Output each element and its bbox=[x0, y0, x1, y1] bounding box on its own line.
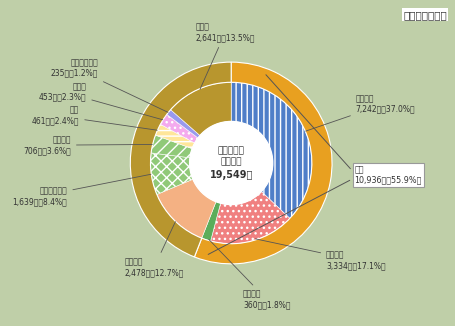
Text: 飲食店
453件（2.3%）: 飲食店 453件（2.3%） bbox=[39, 82, 162, 120]
Wedge shape bbox=[170, 82, 231, 136]
Wedge shape bbox=[155, 124, 194, 149]
Wedge shape bbox=[167, 110, 200, 138]
Wedge shape bbox=[157, 179, 216, 238]
Text: 工場・作業場
1,639件（8.4%）: 工場・作業場 1,639件（8.4%） bbox=[13, 174, 151, 206]
Wedge shape bbox=[151, 135, 192, 158]
Wedge shape bbox=[210, 191, 289, 244]
Wedge shape bbox=[150, 153, 192, 195]
Text: 共同住宅
3,334件（17.1%）: 共同住宅 3,334件（17.1%） bbox=[255, 239, 385, 270]
Text: 倉庫
461件（2.4%）: 倉庫 461件（2.4%） bbox=[32, 106, 157, 130]
Text: 建物火災の: 建物火災の bbox=[217, 147, 244, 156]
Text: 併用住宅
360件（1.8%）: 併用住宅 360件（1.8%） bbox=[208, 239, 290, 309]
Text: 事務所等
706件（3.6%）: 事務所等 706件（3.6%） bbox=[23, 136, 152, 155]
Text: 出火件数: 出火件数 bbox=[220, 157, 242, 166]
Text: 複合用途
2,478件（12.7%）: 複合用途 2,478件（12.7%） bbox=[124, 222, 183, 277]
Wedge shape bbox=[201, 202, 220, 241]
Circle shape bbox=[189, 122, 272, 204]
Wedge shape bbox=[231, 82, 311, 218]
Wedge shape bbox=[160, 114, 197, 143]
Text: 一般住宅
7,242件（37.0%）: 一般住宅 7,242件（37.0%） bbox=[305, 94, 415, 131]
Text: （令和３年中）: （令和３年中） bbox=[402, 10, 446, 20]
Text: 住宅
10,936件（55.9%）: 住宅 10,936件（55.9%） bbox=[354, 165, 421, 185]
Wedge shape bbox=[194, 62, 331, 264]
Wedge shape bbox=[130, 62, 231, 257]
Text: その他
2,641件（13.5%）: その他 2,641件（13.5%） bbox=[195, 23, 254, 89]
Text: 19,549件: 19,549件 bbox=[209, 170, 253, 180]
Text: 物品販売店舗
235件（1.2%）: 物品販売店舗 235件（1.2%） bbox=[51, 58, 167, 112]
